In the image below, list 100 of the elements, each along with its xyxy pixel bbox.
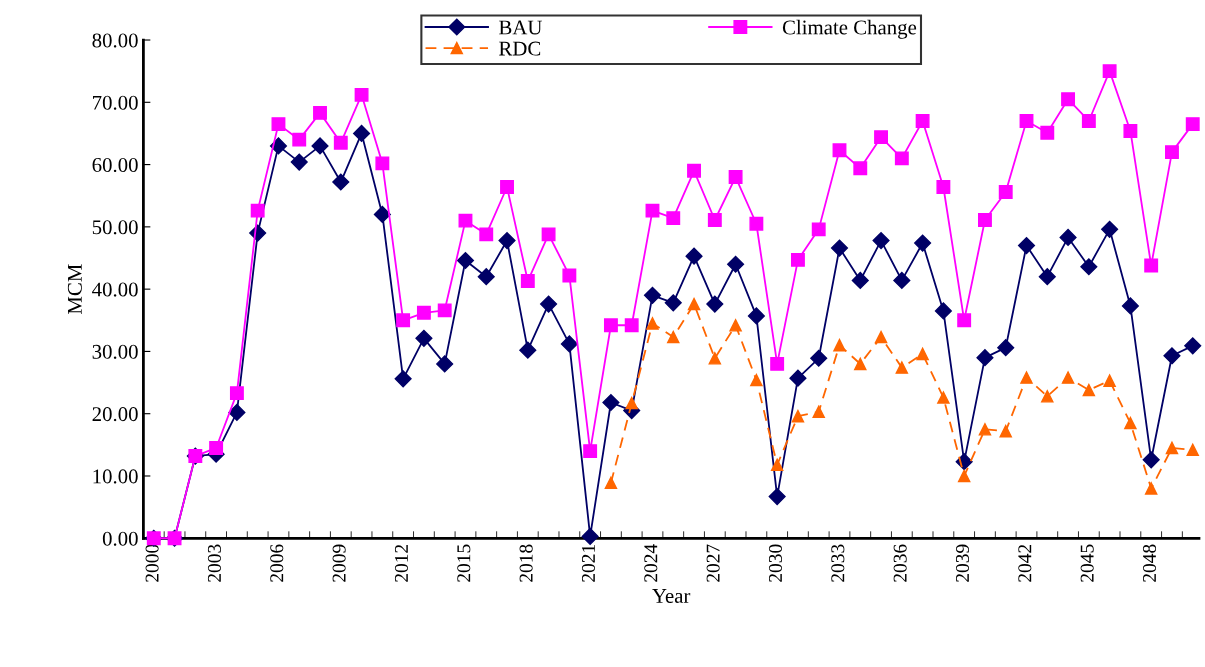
point xyxy=(937,391,950,404)
y-tick-label: 20.00 xyxy=(92,407,138,422)
point xyxy=(706,295,724,313)
point xyxy=(747,307,765,325)
x-tick-label: 2027 xyxy=(706,544,720,582)
point xyxy=(581,527,599,545)
y-tick-label: 10.00 xyxy=(93,469,138,484)
point xyxy=(354,87,369,102)
point xyxy=(770,458,784,472)
point xyxy=(375,156,390,171)
point xyxy=(727,255,745,273)
point xyxy=(728,170,743,184)
point xyxy=(1123,124,1138,138)
point xyxy=(646,317,659,330)
point xyxy=(830,239,849,257)
point xyxy=(750,373,763,387)
point xyxy=(874,130,888,145)
x-tick-label: 2030 xyxy=(768,544,783,582)
point xyxy=(872,232,890,250)
point xyxy=(229,386,244,401)
point xyxy=(894,151,909,166)
point xyxy=(1081,114,1096,128)
y-tick-label: 60.00 xyxy=(92,157,138,173)
point xyxy=(1102,64,1117,79)
point xyxy=(1144,482,1158,495)
point xyxy=(791,409,805,423)
point xyxy=(1038,268,1056,286)
point xyxy=(914,234,932,252)
point xyxy=(708,352,722,365)
point xyxy=(436,355,454,373)
x-tick-label: 2039 xyxy=(955,544,970,582)
point xyxy=(832,143,847,158)
point xyxy=(812,405,825,419)
point xyxy=(1041,390,1054,403)
x-tick-label: 2015 xyxy=(457,544,471,582)
x-tick-label: 2018 xyxy=(519,544,533,582)
point xyxy=(1185,117,1200,132)
point xyxy=(479,227,494,242)
x-axis-title: Year xyxy=(652,589,691,603)
point xyxy=(292,132,307,147)
point xyxy=(625,396,638,410)
point xyxy=(1144,258,1159,273)
y-tick-label: 0.00 xyxy=(102,531,138,546)
x-tick-label: 2048 xyxy=(1142,544,1157,582)
point xyxy=(456,251,475,270)
point xyxy=(228,403,246,422)
point xyxy=(874,330,888,344)
point xyxy=(645,203,660,218)
x-tick-label: 2012 xyxy=(394,544,408,582)
point xyxy=(1019,114,1034,128)
point xyxy=(976,349,994,367)
point xyxy=(768,487,786,506)
point xyxy=(1061,371,1075,384)
point xyxy=(396,313,411,328)
point xyxy=(269,137,288,155)
point xyxy=(666,211,681,226)
point xyxy=(209,441,224,455)
point xyxy=(1103,374,1116,387)
x-tick-label: 2024 xyxy=(644,544,658,582)
point xyxy=(519,341,537,359)
point xyxy=(999,424,1012,438)
x-tick-label: 2003 xyxy=(207,544,221,582)
point xyxy=(707,213,722,227)
point xyxy=(1165,145,1179,160)
point xyxy=(290,153,308,171)
x-tick-label: 2042 xyxy=(1018,544,1032,582)
point xyxy=(895,361,909,374)
point xyxy=(415,329,433,347)
point xyxy=(934,302,952,320)
point xyxy=(1163,347,1181,365)
point xyxy=(936,180,951,194)
point xyxy=(915,114,930,128)
point xyxy=(583,444,598,459)
point xyxy=(851,271,869,289)
x-tick-label: 2021 xyxy=(581,544,596,582)
point xyxy=(541,227,556,242)
point xyxy=(749,216,764,231)
point xyxy=(313,105,327,120)
point xyxy=(770,356,785,371)
x-tick-label: 2033 xyxy=(831,544,845,582)
point xyxy=(373,205,391,223)
point xyxy=(520,274,535,288)
point xyxy=(603,318,618,333)
point xyxy=(1080,258,1098,276)
point xyxy=(1165,441,1179,455)
x-tick-label: 2006 xyxy=(270,544,284,582)
y-tick-label: 50.00 xyxy=(92,220,138,235)
point xyxy=(667,330,680,344)
x-tick-label: 2000 xyxy=(145,544,159,582)
point xyxy=(624,318,639,333)
point xyxy=(1142,451,1160,469)
point xyxy=(978,213,992,227)
y-tick-label: 70.00 xyxy=(93,95,138,110)
y-axis-title: MCM xyxy=(67,264,82,315)
x-tick-label: 2036 xyxy=(893,544,907,582)
point xyxy=(916,347,929,361)
point xyxy=(997,339,1015,357)
point xyxy=(1020,371,1033,384)
point xyxy=(1059,228,1077,247)
point xyxy=(643,286,662,304)
